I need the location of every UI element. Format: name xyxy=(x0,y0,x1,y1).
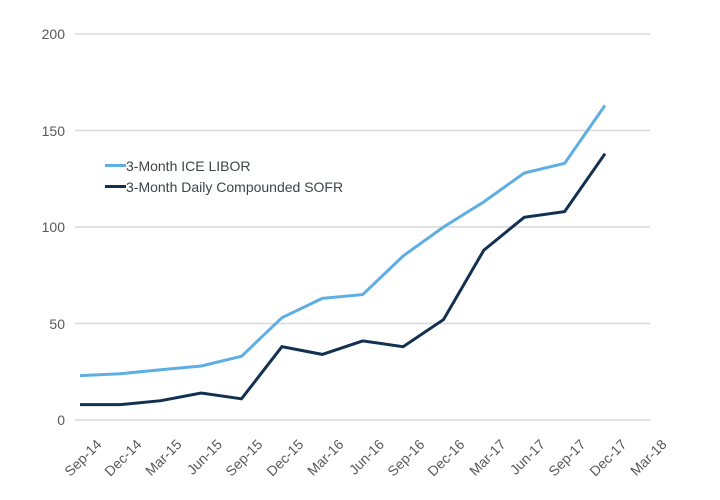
libor-line-swatch-icon xyxy=(105,164,126,167)
legend-label-libor: 3-Month ICE LIBOR xyxy=(126,157,251,174)
sofr-line-swatch-icon xyxy=(105,185,126,188)
legend-label-sofr: 3-Month Daily Compounded SOFR xyxy=(126,178,344,195)
legend-item-libor: 3-Month ICE LIBOR xyxy=(105,155,343,176)
y-tick-label: 50 xyxy=(49,315,65,332)
y-tick-label: 0 xyxy=(57,412,65,428)
legend: 3-Month ICE LIBOR 3-Month Daily Compound… xyxy=(105,155,343,197)
series-line-1 xyxy=(80,152,607,407)
y-tick-label: 150 xyxy=(41,122,65,139)
y-tick-label: 200 xyxy=(41,26,65,42)
series-line-0 xyxy=(79,104,607,378)
legend-item-sofr: 3-Month Daily Compounded SOFR xyxy=(105,176,343,197)
y-tick-label: 100 xyxy=(41,219,65,235)
